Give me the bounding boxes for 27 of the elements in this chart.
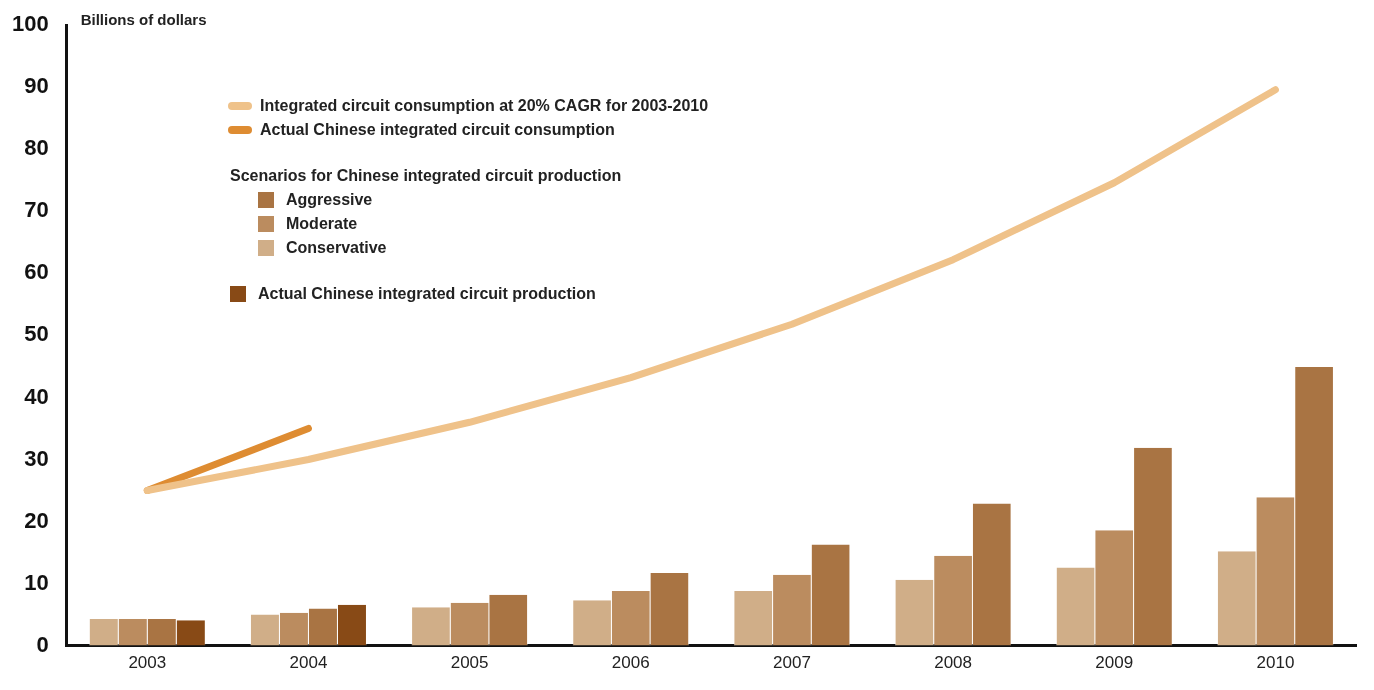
y-tick-label: 70 bbox=[24, 197, 49, 223]
x-tick-label: 2007 bbox=[773, 653, 811, 673]
y-tick-label: 40 bbox=[24, 383, 49, 409]
x-tick-label: 2009 bbox=[1095, 653, 1134, 673]
y-tick-label: 80 bbox=[24, 135, 49, 161]
y-tick-label: 20 bbox=[24, 507, 49, 533]
legend-label: Aggressive bbox=[286, 190, 373, 210]
y-tick-label: 60 bbox=[24, 259, 49, 285]
y-tick-label: 30 bbox=[24, 445, 49, 471]
y-tick-label: 50 bbox=[24, 321, 49, 347]
x-tick-label: 2005 bbox=[450, 653, 489, 673]
x-tick-label: 2006 bbox=[611, 653, 650, 673]
x-tick-label: 2008 bbox=[934, 653, 973, 673]
legend-label: Conservative bbox=[286, 238, 387, 258]
y-axis-title: Billions of dollars bbox=[80, 11, 207, 29]
legend-title: Scenarios for Chinese integrated circuit production bbox=[230, 166, 623, 186]
legend-label: Actual Chinese integrated circuit production bbox=[258, 284, 596, 304]
y-tick-label: 90 bbox=[24, 73, 49, 99]
legend-label: Moderate bbox=[286, 214, 358, 234]
y-tick-label: 0 bbox=[36, 631, 49, 657]
legend-label: Integrated circuit consumption at 20% CAGR for 2003-2010 bbox=[260, 96, 709, 116]
x-tick-label: 2004 bbox=[289, 653, 328, 673]
x-tick-label: 2010 bbox=[1256, 653, 1295, 673]
legend-label: Actual Chinese integrated circuit consumption bbox=[260, 120, 615, 140]
x-tick-label: 2003 bbox=[128, 653, 167, 673]
y-tick-label: 10 bbox=[24, 569, 49, 595]
y-tick-label: 100 bbox=[11, 11, 49, 37]
